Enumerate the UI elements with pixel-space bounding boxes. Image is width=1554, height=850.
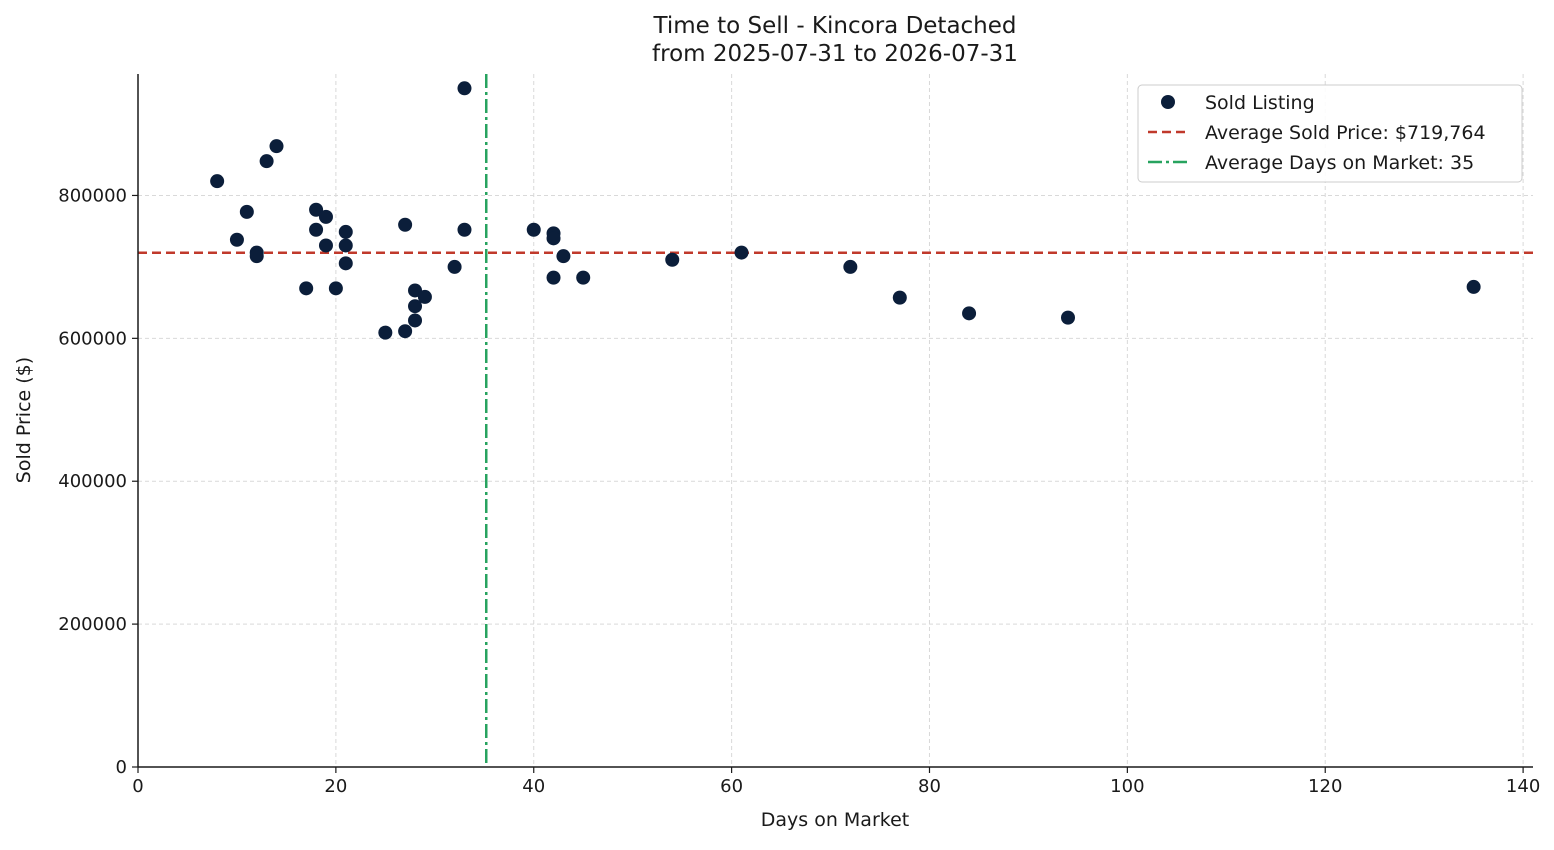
x-tick-label: 80 <box>918 776 941 797</box>
legend-label-avg-days: Average Days on Market: 35 <box>1205 152 1474 174</box>
legend-label-avg-price: Average Sold Price: $719,764 <box>1205 122 1486 144</box>
y-tick-label: 200000 <box>58 614 127 635</box>
y-tick-label: 600000 <box>58 328 127 349</box>
y-tick-label: 800000 <box>58 185 127 206</box>
legend: Sold Listing Average Sold Price: $719,76… <box>1137 84 1523 183</box>
data-point <box>338 224 353 239</box>
data-point <box>338 238 353 253</box>
data-point <box>447 259 462 274</box>
data-point <box>318 238 333 253</box>
data-point <box>229 232 244 247</box>
x-tick-label: 140 <box>1506 776 1540 797</box>
data-point <box>249 249 264 264</box>
data-point <box>417 289 432 304</box>
data-point <box>734 245 749 260</box>
data-point <box>408 299 423 314</box>
data-point <box>338 256 353 271</box>
data-point <box>269 139 284 154</box>
reference-lines <box>138 74 1533 767</box>
data-point <box>457 81 472 96</box>
grid <box>138 74 1533 767</box>
y-tick-label: 0 <box>116 757 127 778</box>
data-point <box>576 270 591 285</box>
data-point <box>210 174 225 189</box>
data-point <box>309 202 324 217</box>
data-points <box>210 81 1481 340</box>
data-point <box>299 281 314 296</box>
data-point <box>1466 279 1481 294</box>
x-tick-label: 120 <box>1308 776 1342 797</box>
data-point <box>408 283 423 298</box>
legend-point-marker <box>1161 95 1175 109</box>
x-tick-label: 60 <box>720 776 743 797</box>
data-point <box>843 259 858 274</box>
y-tick-label: 400000 <box>58 471 127 492</box>
data-point <box>398 217 413 232</box>
axes: 0 20 40 60 80 100 120 140 0 200000 400000 600000 800… <box>58 74 1540 797</box>
data-point <box>546 231 561 246</box>
data-point <box>408 313 423 328</box>
data-point <box>398 324 413 339</box>
data-point <box>556 249 571 264</box>
chart-title-line-1: Time to Sell - Kincora Detached <box>652 13 1016 39</box>
x-tick-label: 20 <box>324 776 347 797</box>
data-point <box>892 290 907 305</box>
data-point <box>259 154 274 169</box>
chart-title-line-2: from 2025-07-31 to 2026-07-31 <box>652 41 1018 67</box>
data-point <box>457 222 472 237</box>
data-point <box>546 270 561 285</box>
legend-label-sold-listing: Sold Listing <box>1205 92 1315 114</box>
legend-box <box>1137 84 1523 183</box>
data-point <box>962 306 977 321</box>
data-point <box>328 281 343 296</box>
x-tick-label: 40 <box>522 776 545 797</box>
x-tick-label: 0 <box>132 776 143 797</box>
data-point <box>378 325 393 340</box>
x-tick-label: 100 <box>1110 776 1144 797</box>
data-point <box>526 222 541 237</box>
y-axis-label: Sold Price ($) <box>13 357 35 483</box>
data-point <box>665 252 680 267</box>
x-axis-label: Days on Market <box>761 809 909 831</box>
data-point <box>239 204 254 219</box>
data-point <box>309 222 324 237</box>
data-point <box>318 209 333 224</box>
data-point <box>1061 310 1075 325</box>
